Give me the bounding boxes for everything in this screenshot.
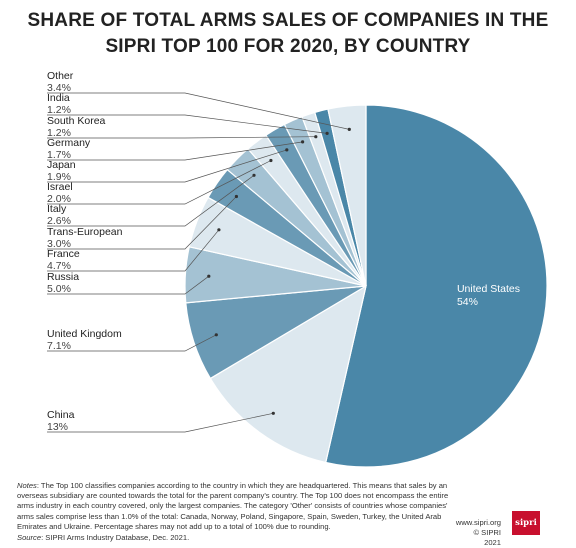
slice-label-value: 2.0% (47, 193, 71, 205)
leader-line-germany (47, 141, 303, 161)
footer-copyright: © SIPRI 2021 (473, 528, 501, 547)
notes-block: Notes: The Top 100 classifies companies … (17, 481, 465, 543)
footer-credits: www.sipri.org © SIPRI 2021 (455, 518, 501, 548)
leader-dot-other (347, 127, 351, 131)
leader-line-india (47, 114, 328, 134)
slice-label-name: United Kingdom (47, 328, 122, 340)
slice-label-name: Japan (47, 159, 76, 171)
leader-dot-russia (207, 274, 211, 278)
footer-url[interactable]: www.sipri.org (455, 518, 501, 527)
pie-slice-united-states (325, 104, 548, 468)
slice-label-name: India (47, 92, 70, 104)
slice-label-value: 4.7% (47, 260, 71, 272)
slice-label-value: 1.7% (47, 149, 71, 161)
source-text: : SIPRI Arms Industry Database, Dec. 202… (41, 533, 190, 543)
leader-dot-france (217, 228, 221, 232)
leader-lines (47, 92, 351, 433)
slice-label-value: 1.2% (47, 127, 71, 139)
notes-text: : The Top 100 classifies companies accor… (17, 481, 449, 531)
leader-dot-japan (285, 148, 289, 152)
leader-line-italy (47, 175, 255, 227)
leader-dot-china (271, 411, 275, 415)
slice-label-value: 1.2% (47, 104, 71, 116)
leader-dot-trans-european (234, 194, 238, 199)
slice-label-name: Trans-European (47, 226, 123, 238)
source-line: Source: SIPRI Arms Industry Database, De… (17, 533, 465, 543)
leader-line-israel (47, 160, 272, 205)
slice-label-name: Germany (47, 137, 91, 149)
leader-line-russia (47, 275, 210, 295)
slice-label-name: Italy (47, 203, 67, 215)
leader-dot-india (325, 131, 329, 135)
slice-label-name: Russia (47, 271, 79, 283)
slice-label-name: France (47, 248, 80, 260)
chart-title: SHARE OF TOTAL ARMS SALES OF COMPANIES I… (0, 8, 576, 60)
slice-label-value: 5.0% (47, 283, 71, 295)
slice-label-value: 13% (47, 421, 68, 433)
pie-slices (184, 104, 548, 468)
leader-line-japan (47, 149, 287, 183)
pie-slice-other (327, 104, 367, 287)
source-label: Source (17, 533, 42, 543)
leader-line-south-korea (47, 136, 316, 139)
leader-line-other (47, 92, 350, 130)
slice-label-value: 3.0% (47, 238, 71, 250)
slice-label-value: 54% (457, 296, 478, 308)
slice-label-value: 2.6% (47, 215, 71, 227)
leader-dot-italy (252, 173, 256, 177)
chart-title-line2: SIPRI TOP 100 FOR 2020, BY COUNTRY (105, 36, 471, 57)
leader-dot-israel (269, 158, 273, 163)
leader-line-trans-european (47, 196, 237, 250)
leader-dot-germany (301, 140, 305, 144)
slice-label-value: 7.1% (47, 340, 71, 352)
slice-label-name: South Korea (47, 115, 106, 127)
notes-label: Notes (17, 481, 37, 490)
leader-dot-united-kingdom (214, 333, 218, 337)
sipri-logo: sipri (512, 511, 540, 535)
leader-line-china (47, 412, 274, 433)
slice-label-name: Other (47, 70, 74, 82)
slice-label-name: Israel (47, 181, 73, 193)
leader-dot-south-korea (314, 135, 318, 139)
slice-label-value: 3.4% (47, 82, 71, 94)
slice-label-name: China (47, 409, 75, 421)
slice-label-name: United States (457, 283, 520, 295)
leader-line-france (47, 229, 220, 272)
leader-line-united-kingdom (47, 334, 217, 352)
chart-title-line1: SHARE OF TOTAL ARMS SALES OF COMPANIES I… (27, 10, 549, 31)
slice-label-value: 1.9% (47, 171, 71, 183)
